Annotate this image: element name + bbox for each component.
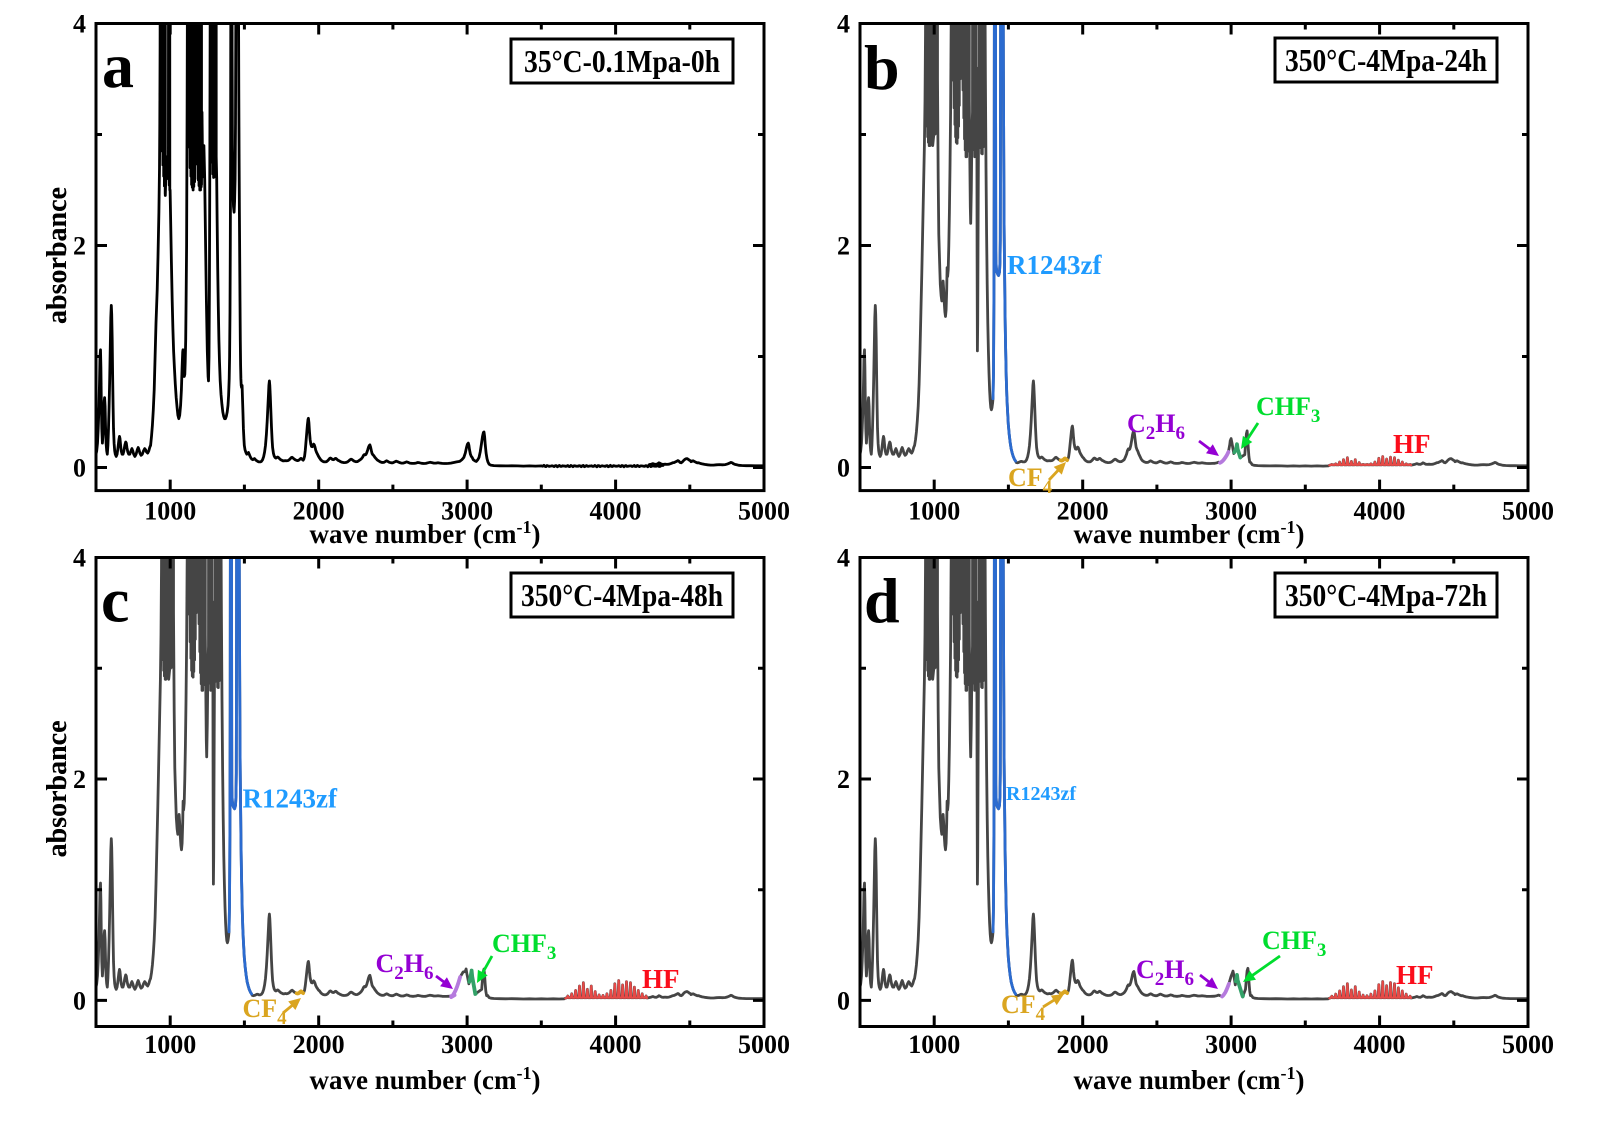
svg-text:1000: 1000	[144, 497, 196, 526]
svg-text:3000: 3000	[1205, 497, 1257, 526]
svg-text:C2H6: C2H6	[1127, 409, 1185, 444]
svg-text:a: a	[102, 30, 134, 101]
svg-text:3000: 3000	[441, 497, 493, 526]
svg-text:C2H6: C2H6	[1136, 955, 1194, 990]
svg-text:3000: 3000	[1205, 1030, 1257, 1059]
svg-text:1000: 1000	[908, 497, 960, 526]
svg-text:HF: HF	[1396, 960, 1434, 990]
svg-text:absorbance: absorbance	[42, 187, 73, 324]
svg-text:350°C-4Mpa-48h: 350°C-4Mpa-48h	[521, 577, 723, 613]
svg-text:HF: HF	[1393, 429, 1431, 459]
svg-text:2000: 2000	[1057, 1030, 1109, 1059]
svg-text:0: 0	[73, 986, 86, 1015]
svg-text:5000: 5000	[1502, 1030, 1554, 1059]
svg-text:b: b	[864, 32, 900, 103]
svg-text:CHF3: CHF3	[1256, 392, 1320, 427]
svg-text:3000: 3000	[441, 1030, 493, 1059]
svg-text:35°C-0.1Mpa-0h: 35°C-0.1Mpa-0h	[524, 43, 720, 79]
svg-text:CF4: CF4	[1008, 463, 1053, 498]
svg-text:4000: 4000	[1354, 1030, 1406, 1059]
svg-text:4: 4	[837, 10, 850, 39]
svg-text:4000: 4000	[590, 497, 642, 526]
svg-text:CHF3: CHF3	[1262, 926, 1326, 961]
svg-text:absorbance: absorbance	[42, 720, 73, 857]
svg-text:wave number (cm-1): wave number (cm-1)	[310, 517, 541, 549]
svg-text:5000: 5000	[738, 497, 790, 526]
svg-text:4: 4	[73, 10, 86, 39]
svg-text:R1243zf: R1243zf	[1006, 783, 1076, 805]
svg-text:c: c	[101, 565, 129, 636]
svg-text:CF4: CF4	[243, 994, 288, 1029]
svg-text:HF: HF	[642, 964, 680, 994]
svg-text:C2H6: C2H6	[376, 949, 434, 984]
svg-text:350°C-4Mpa-72h: 350°C-4Mpa-72h	[1285, 577, 1487, 613]
svg-text:2: 2	[73, 765, 86, 794]
svg-text:R1243zf: R1243zf	[1007, 250, 1102, 280]
svg-text:1000: 1000	[908, 1030, 960, 1059]
svg-text:4: 4	[837, 544, 850, 573]
svg-text:0: 0	[837, 454, 850, 483]
svg-text:2000: 2000	[1057, 497, 1109, 526]
svg-text:wave number (cm-1): wave number (cm-1)	[1074, 1063, 1305, 1095]
svg-text:absorbance: absorbance	[42, 187, 73, 324]
svg-text:d: d	[864, 565, 900, 636]
svg-text:4000: 4000	[1354, 497, 1406, 526]
svg-text:2: 2	[837, 232, 850, 261]
svg-text:0: 0	[837, 986, 850, 1015]
svg-text:0: 0	[73, 454, 86, 483]
svg-text:2000: 2000	[293, 1030, 345, 1059]
svg-text:4000: 4000	[590, 1030, 642, 1059]
svg-text:2: 2	[837, 765, 850, 794]
svg-text:2: 2	[73, 232, 86, 261]
svg-text:2000: 2000	[293, 497, 345, 526]
svg-text:5000: 5000	[1502, 497, 1554, 526]
svg-text:R1243zf: R1243zf	[243, 784, 338, 814]
svg-text:5000: 5000	[738, 1030, 790, 1059]
svg-text:absorbance: absorbance	[42, 720, 73, 857]
svg-text:CHF3: CHF3	[492, 929, 556, 964]
svg-text:1000: 1000	[144, 1030, 196, 1059]
svg-text:CF4: CF4	[1001, 990, 1046, 1025]
svg-text:350°C-4Mpa-24h: 350°C-4Mpa-24h	[1285, 42, 1487, 78]
svg-text:wave number (cm-1): wave number (cm-1)	[310, 1063, 541, 1095]
svg-text:wave number (cm-1): wave number (cm-1)	[1074, 517, 1305, 549]
svg-text:4: 4	[73, 544, 86, 573]
